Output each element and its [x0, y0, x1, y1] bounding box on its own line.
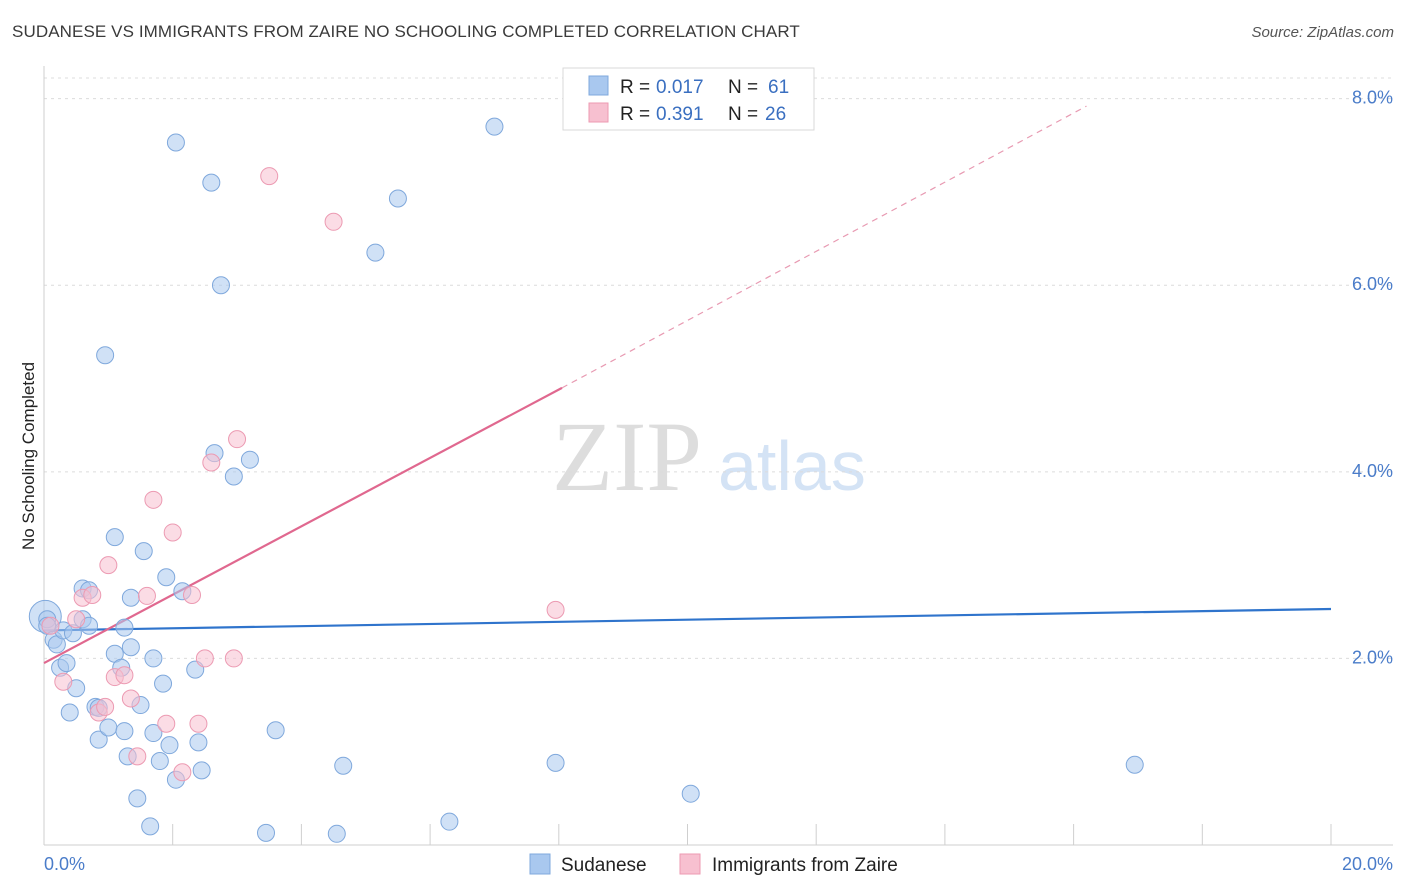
data-point-sudanese — [134, 542, 153, 561]
gridlines — [44, 77, 1393, 659]
data-point-zaire — [128, 747, 147, 766]
legend-r-label-sudanese: R = — [620, 77, 650, 98]
data-point-sudanese — [224, 467, 243, 486]
data-point-zaire — [144, 490, 163, 509]
data-point-zaire — [546, 600, 565, 619]
data-point-zaire — [157, 714, 176, 733]
data-point-sudanese — [388, 189, 407, 208]
data-point-sudanese — [192, 761, 211, 780]
legend-n-value-zaire: 26 — [765, 104, 786, 125]
data-point-sudanese — [121, 638, 140, 657]
series-legend-swatch-sudanese — [529, 853, 551, 875]
series-legend-label-sudanese: Sudanese — [561, 855, 647, 876]
x-tick-label-min: 0.0% — [44, 854, 85, 874]
data-point-zaire — [183, 585, 202, 604]
data-point-zaire — [163, 523, 182, 542]
series-legend-swatch-zaire — [679, 853, 701, 875]
data-point-sudanese — [266, 721, 285, 740]
watermark-zip: ZIP — [552, 401, 702, 512]
data-point-sudanese — [105, 528, 124, 547]
data-point-zaire — [324, 212, 343, 231]
data-point-zaire — [96, 697, 115, 716]
data-point-zaire — [173, 763, 192, 782]
data-point-zaire — [260, 167, 279, 186]
data-point-sudanese — [99, 718, 118, 737]
chart-source: Source: ZipAtlas.com — [1251, 24, 1394, 41]
data-point-sudanese — [546, 753, 565, 772]
y-axis-label: No Schooling Completed — [19, 362, 38, 550]
data-point-sudanese — [150, 752, 169, 771]
data-point-sudanese — [157, 568, 176, 587]
y-tick-label: 8.0% — [1352, 88, 1393, 108]
series-legend-label-zaire: Immigrants from Zaire — [712, 855, 898, 876]
data-point-sudanese — [89, 730, 108, 749]
data-point-sudanese — [57, 654, 76, 673]
stats-legend: R = 0.017 N = 61 R = 0.391 N = 26 — [562, 67, 815, 131]
watermark-atlas: atlas — [718, 427, 866, 505]
data-point-zaire — [202, 453, 221, 472]
data-point-sudanese — [240, 450, 259, 469]
data-points — [28, 117, 1144, 843]
axes — [43, 66, 1393, 846]
data-point-sudanese — [1125, 755, 1144, 774]
data-point-sudanese — [121, 588, 140, 607]
legend-n-label-sudanese: N = — [728, 77, 758, 98]
data-point-zaire — [41, 616, 60, 635]
data-point-zaire — [121, 689, 140, 708]
data-point-zaire — [67, 610, 86, 629]
data-point-sudanese — [257, 823, 276, 842]
trend-lines — [43, 105, 1332, 665]
data-point-sudanese — [202, 173, 221, 192]
trend-line-0 — [43, 607, 1332, 632]
data-point-sudanese — [141, 817, 160, 836]
y-tick-label: 6.0% — [1352, 274, 1393, 294]
data-point-zaire — [115, 666, 134, 685]
data-point-sudanese — [211, 276, 230, 295]
legend-r-value-sudanese: 0.017 — [656, 77, 704, 98]
data-point-sudanese — [115, 618, 134, 637]
data-point-sudanese — [440, 812, 459, 831]
data-point-sudanese — [128, 789, 147, 808]
data-point-zaire — [224, 649, 243, 668]
data-point-sudanese — [96, 346, 115, 365]
chart-title: SUDANESE VS IMMIGRANTS FROM ZAIRE NO SCH… — [12, 22, 800, 41]
data-point-zaire — [83, 585, 102, 604]
data-point-sudanese — [334, 756, 353, 775]
data-point-zaire — [228, 430, 247, 449]
data-point-sudanese — [327, 824, 346, 843]
y-tick-labels: 2.0% 4.0% 6.0% 8.0% — [1352, 88, 1393, 668]
data-point-sudanese — [160, 736, 179, 755]
data-point-zaire — [54, 672, 73, 691]
data-point-sudanese — [166, 133, 185, 152]
data-point-zaire — [189, 714, 208, 733]
data-point-sudanese — [115, 722, 134, 741]
legend-n-value-sudanese: 61 — [768, 77, 789, 98]
x-tick-label-max: 20.0% — [1342, 854, 1393, 874]
legend-r-label-zaire: R = — [620, 104, 650, 125]
legend-n-label-zaire: N = — [728, 104, 758, 125]
trend-line-1 — [43, 386, 563, 665]
data-point-sudanese — [154, 674, 173, 693]
data-point-sudanese — [681, 784, 700, 803]
data-point-zaire — [195, 649, 214, 668]
data-point-sudanese — [485, 117, 504, 136]
trend-line-dashed-1 — [561, 105, 1087, 389]
series-legend: Sudanese Immigrants from Zaire — [529, 853, 898, 876]
y-tick-label: 2.0% — [1352, 647, 1393, 667]
data-point-sudanese — [144, 649, 163, 668]
legend-swatch-sudanese — [588, 75, 609, 96]
legend-swatch-zaire — [588, 102, 609, 123]
legend-r-value-zaire: 0.391 — [656, 104, 704, 125]
data-point-sudanese — [366, 243, 385, 262]
data-point-sudanese — [60, 703, 79, 722]
data-point-sudanese — [189, 733, 208, 752]
data-point-sudanese — [144, 724, 163, 743]
y-tick-label: 4.0% — [1352, 461, 1393, 481]
data-point-zaire — [137, 586, 156, 605]
data-point-zaire — [99, 556, 118, 575]
